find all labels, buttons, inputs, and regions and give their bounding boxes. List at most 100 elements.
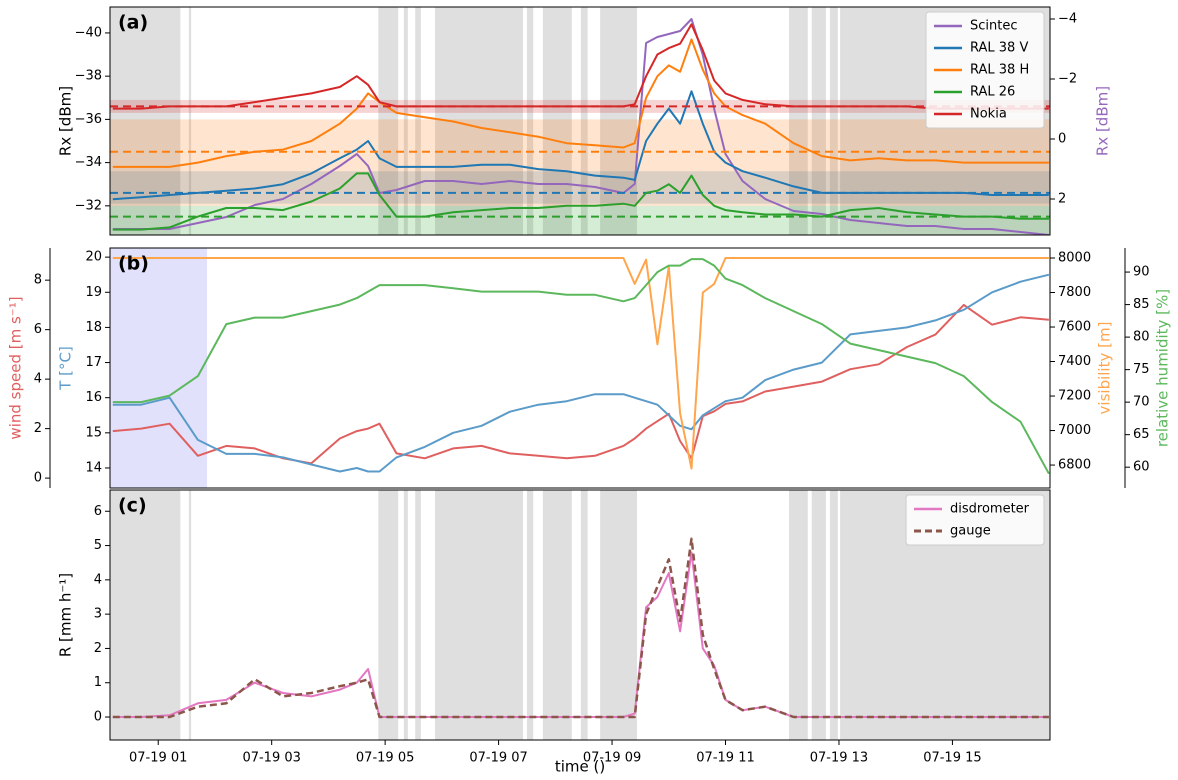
series-line [112,18,1050,235]
x-tick-label: 07-19 09 [583,751,641,766]
tick-label: 6 [34,322,42,337]
shaded-interval [188,7,192,235]
legend-label: Nokia [970,107,1007,122]
tick-label: 80 [1133,330,1150,345]
tick-label: 17 [85,355,102,370]
tick-label: 7800 [1058,285,1091,300]
legend-label: RAL 26 [970,85,1015,100]
shaded-interval [789,490,808,740]
tick-label: 4 [34,372,42,387]
panel: −40 −38 −36 −34 −32 Rx [dBm] −4 −2 0 2 Rx [dBm] (a)… [57,6,1112,236]
axis-label: visibility [m] [1096,322,1114,415]
tick-label: −4 [1058,12,1077,27]
shaded-interval [435,490,523,740]
shaded-interval [829,490,838,740]
axis-label: wind speed [m s⁻¹] [7,296,25,439]
series-line [112,551,1049,718]
shaded-interval [542,7,572,235]
shaded-interval [378,7,399,235]
shaded-interval [600,490,638,740]
tick-label: 1 [94,675,102,690]
series-line [112,258,1050,475]
tick-label: −38 [75,69,102,84]
tick-label: 6800 [1058,458,1091,473]
shaded-interval [415,7,421,235]
tick-label: 85 [1133,297,1150,312]
legend-label: disdrometer [950,502,1030,517]
axis-label: T [°C] [57,346,75,391]
panel-label: (b) [118,253,149,275]
tick-label: −34 [75,155,102,170]
panel-label: (a) [118,12,148,34]
shaded-interval [415,490,421,740]
tick-label: 19 [85,285,102,300]
panel-label: (c) [118,495,147,517]
tick-label: 0 [1058,132,1066,147]
tick-label: 15 [85,425,102,440]
legend-label: Scintec [970,19,1018,34]
shaded-interval [526,7,534,235]
tick-label: 7600 [1058,320,1091,335]
x-tick-label: 07-19 03 [242,751,300,766]
tick-label: 6 [94,504,102,519]
tick-label: 5 [94,538,102,553]
shaded-interval [811,7,826,235]
series-line [112,273,1050,473]
tick-label: 0 [94,710,102,725]
axis-label: Rx [dBm] [1094,86,1112,156]
legend: Scintec RAL 38 V RAL 38 H RAL 26 Nokia [925,11,1045,129]
axis-label: Rx [dBm] [57,86,75,156]
x-tick-label: 07-19 01 [129,751,187,766]
tick-label: 7200 [1058,389,1091,404]
tick-label: −36 [75,112,102,127]
tick-label: −2 [1058,72,1077,87]
series-line [112,172,1049,231]
shaded-interval [188,490,192,740]
tick-label: 20 [85,250,102,265]
shaded-interval [542,490,572,740]
shaded-interval [789,7,808,235]
panel: 0 1 2 3 4 5 6 R [mm h⁻¹] 07-19 01 07-19 03 07-19 0… [57,489,1051,776]
tick-label: 8 [34,273,42,288]
axis-label: relative humidity [%] [1154,289,1172,447]
tick-label: 2 [34,421,42,436]
shaded-interval [110,490,181,740]
series-line [112,303,1049,465]
axis-label: R [mm h⁻¹] [57,573,75,657]
tick-label: 8000 [1058,251,1091,266]
tick-label: 7000 [1058,423,1091,438]
tick-label: 16 [85,390,102,405]
shaded-interval [580,7,588,235]
legend-box [925,11,1045,129]
tick-label: −40 [75,25,102,40]
tick-label: 4 [94,572,102,587]
legend: disdrometer gauge [905,494,1045,546]
shaded-interval [378,490,399,740]
frame [109,6,1051,236]
shaded-interval [526,490,534,740]
tick-label: 0 [34,471,42,486]
tick-label: 60 [1133,460,1150,475]
tick-label: 70 [1133,395,1150,410]
tick-label: 14 [85,460,102,475]
shaded-interval [829,7,838,235]
band [110,119,1050,206]
tick-label: 18 [85,320,102,335]
plot-area [110,248,1050,488]
legend-label: RAL 38 H [970,63,1029,78]
shaded-interval [580,490,588,740]
tick-label: 75 [1133,362,1150,377]
tick-label: 2 [1058,192,1066,207]
tick-label: 90 [1133,265,1150,280]
plot-area [110,7,1050,235]
x-tick-label: 07-19 15 [923,751,981,766]
shaded-interval [403,7,408,235]
x-axis-label: time () [555,758,605,776]
legend-label: gauge [950,524,991,539]
tick-label: −32 [75,198,102,213]
x-tick-label: 07-19 13 [810,751,868,766]
shaded-interval [110,248,208,488]
tick-label: 3 [94,607,102,622]
